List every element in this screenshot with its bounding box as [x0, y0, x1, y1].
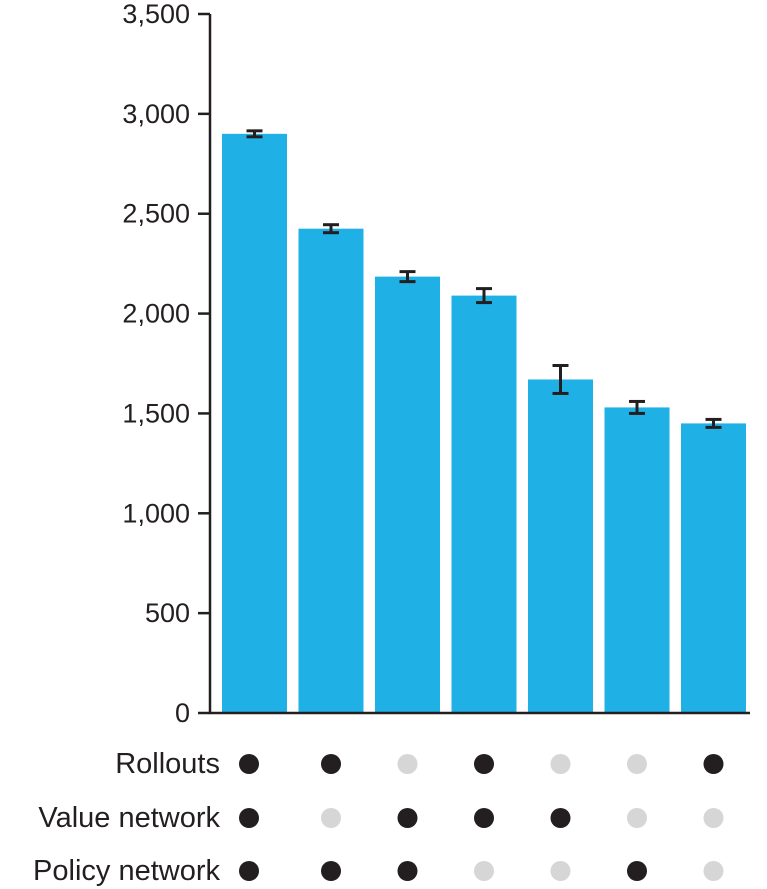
y-tick-label: 500	[145, 598, 190, 628]
error-bar-2	[323, 223, 339, 235]
y-ticks: 0 500 1,000 1,500 2,000 2,500 3,000 3,500	[122, 0, 210, 728]
component-dot-on	[703, 754, 724, 774]
bar-4	[451, 295, 517, 713]
component-dot-on	[550, 808, 571, 828]
y-tick-label: 2,500	[122, 199, 190, 229]
error-bar-4	[476, 287, 492, 305]
component-dot-off	[550, 754, 571, 774]
component-dot-on	[474, 808, 494, 828]
bars	[222, 133, 746, 714]
component-dot-off	[474, 861, 494, 881]
component-dot-off	[550, 861, 571, 881]
bar-1	[222, 133, 287, 714]
component-label: Value network	[38, 802, 220, 834]
error-bar-7	[705, 417, 722, 429]
component-dot-on	[321, 861, 341, 881]
y-tick-label: 0	[175, 698, 190, 728]
error-bar-3	[399, 270, 416, 284]
y-tick-label: 3,000	[122, 99, 190, 129]
component-dot-on	[321, 754, 341, 774]
error-bar-6	[629, 399, 645, 415]
y-tick-label: 2,000	[122, 299, 190, 329]
component-dot-on	[397, 808, 418, 828]
bar-7	[681, 423, 746, 713]
error-bars	[246, 129, 722, 429]
component-dot-off	[703, 808, 724, 828]
component-dot-on	[397, 861, 418, 881]
component-label: Rollouts	[115, 748, 220, 780]
component-dot-off	[397, 754, 418, 774]
y-tick-label: 3,500	[122, 0, 190, 29]
bar-2	[298, 228, 364, 713]
component-dot-off	[627, 754, 647, 774]
y-tick-label: 1,500	[122, 398, 190, 428]
component-dot-on	[627, 861, 647, 881]
error-bar-1	[246, 129, 263, 139]
component-dot-off	[703, 861, 724, 881]
bar-3	[375, 276, 440, 713]
component-dot-on	[239, 861, 259, 881]
error-bar-5	[552, 363, 569, 395]
y-tick-label: 1,000	[122, 498, 190, 528]
component-dot-off	[627, 808, 647, 828]
bar-6	[604, 407, 670, 713]
component-dot-on	[474, 754, 494, 774]
component-label: Policy network	[33, 855, 220, 887]
component-dot-on	[239, 754, 259, 774]
y-axis	[208, 14, 750, 715]
component-matrix: Rollouts Value network Policy network	[33, 748, 724, 887]
bar-5	[528, 379, 593, 713]
component-dot-on	[239, 808, 259, 828]
component-dot-off	[321, 808, 341, 828]
